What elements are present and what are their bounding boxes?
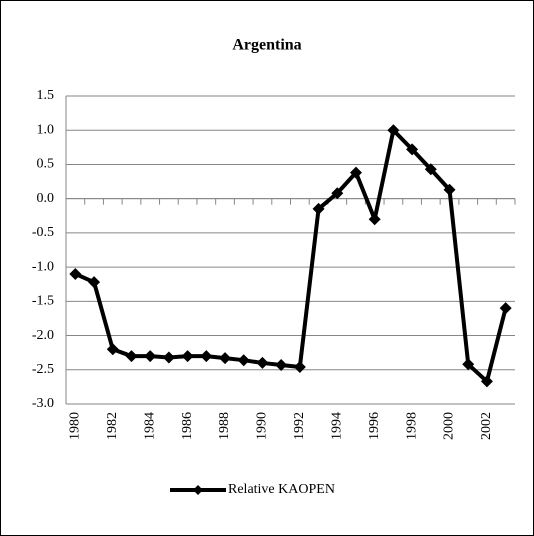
y-tick-label: -2.5	[32, 362, 54, 377]
x-tick-label: 2002	[479, 412, 494, 440]
data-point	[88, 276, 101, 289]
y-tick-label: 0.0	[37, 191, 55, 206]
y-tick-label: -0.5	[32, 225, 54, 240]
x-tick-label: 1992	[292, 412, 307, 440]
y-tick-label: -1.5	[32, 294, 54, 309]
x-tick-label: 1994	[329, 412, 344, 440]
legend-marker	[193, 485, 203, 495]
x-tick-label: 1990	[255, 412, 270, 440]
x-tick-label: 1984	[142, 412, 157, 440]
data-point	[331, 187, 344, 200]
data-point	[424, 163, 437, 176]
data-point	[181, 350, 194, 363]
y-tick-label: -3.0	[32, 396, 54, 411]
data-point	[499, 302, 512, 315]
data-point	[349, 166, 362, 179]
x-tick-label: 1982	[105, 412, 120, 440]
x-tick-label: 1980	[68, 412, 83, 440]
legend: Relative KAOPEN	[170, 482, 335, 497]
data-point	[387, 124, 400, 137]
data-point	[237, 354, 250, 367]
data-point	[443, 183, 456, 196]
x-tick-label: 2000	[442, 412, 457, 440]
chart-title: Argentina	[232, 37, 301, 54]
data-point	[462, 358, 475, 371]
data-point	[106, 343, 119, 356]
y-tick-label: 0.5	[37, 157, 55, 172]
y-tick-label: -2.0	[32, 328, 54, 343]
y-tick-label: -1.0	[32, 259, 54, 274]
data-point	[162, 351, 175, 364]
data-point	[293, 361, 306, 374]
y-tick-label: 1.5	[37, 88, 55, 103]
data-point	[256, 356, 269, 369]
x-tick-label: 1998	[404, 412, 419, 440]
data-point	[368, 213, 381, 226]
data-point	[144, 350, 157, 363]
data-point	[480, 375, 493, 388]
data-point	[125, 350, 138, 363]
data-point	[219, 352, 232, 365]
x-tick-label: 1988	[217, 412, 232, 440]
data-point	[312, 202, 325, 215]
data-point	[200, 350, 213, 363]
x-tick-label: 1986	[180, 412, 195, 440]
legend-label: Relative KAOPEN	[228, 482, 335, 497]
data-point	[406, 143, 419, 156]
data-point	[275, 358, 288, 371]
data-point	[69, 267, 82, 280]
y-tick-label: 1.0	[37, 122, 55, 137]
x-tick-label: 1996	[367, 412, 382, 440]
